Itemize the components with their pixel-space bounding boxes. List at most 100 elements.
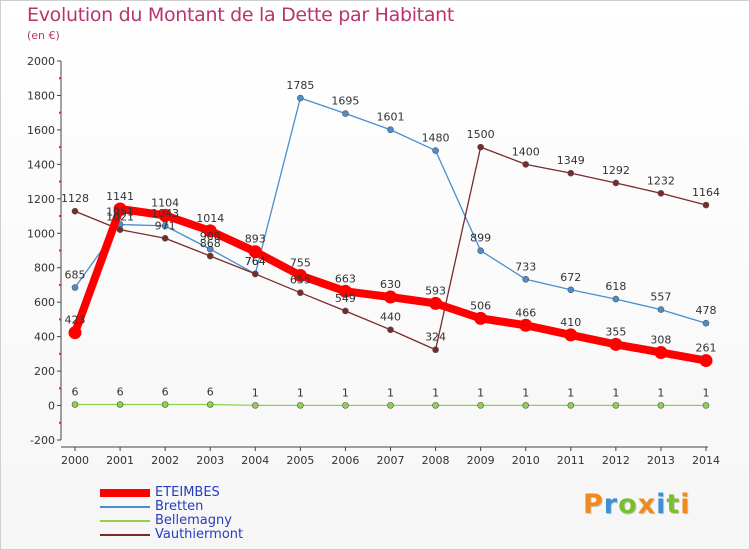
x-tick-label: 2014: [692, 454, 720, 467]
data-point-bretten: [387, 126, 394, 134]
x-tick-label: 2000: [61, 454, 89, 467]
y-tick-label: 1000: [27, 227, 55, 240]
data-label-eteimbes: 663: [335, 272, 356, 285]
logo-letter: r: [603, 489, 619, 520]
data-label-bretten: 478: [696, 304, 717, 317]
data-point-bretten: [71, 284, 79, 291]
data-point-vauthiermont: [297, 289, 304, 297]
data-label-bellemagny: 1: [342, 386, 349, 399]
data-label-vauthiermont: 1400: [512, 145, 540, 158]
data-point-bretten: [702, 319, 710, 327]
legend-label: Bellemagny: [155, 513, 232, 528]
y-minor-tick: [59, 111, 61, 114]
data-label-eteimbes: 1014: [196, 212, 224, 225]
data-label-bellemagny: 1: [297, 386, 304, 399]
data-point-eteimbes: [338, 284, 352, 298]
data-point-bretten: [161, 222, 169, 230]
y-tick-label: 2000: [27, 55, 55, 68]
data-label-bellemagny: 1: [477, 386, 484, 399]
logo-letter: i: [656, 489, 667, 520]
data-point-vauthiermont: [387, 326, 394, 334]
data-point-bretten: [432, 147, 439, 154]
y-minor-tick: [59, 283, 61, 286]
data-label-bellemagny: 1: [522, 386, 529, 399]
data-label-bretten: 1695: [331, 95, 359, 108]
data-label-bellemagny: 6: [72, 386, 79, 399]
data-point-bretten: [297, 94, 304, 102]
data-label-eteimbes: 1104: [151, 196, 179, 209]
data-point-eteimbes: [68, 326, 82, 340]
data-point-bellemagny: [387, 402, 394, 409]
x-tick-label: 2011: [557, 454, 585, 467]
data-point-bellemagny: [251, 402, 259, 409]
logo-letter: P: [583, 489, 604, 520]
data-label-vauthiermont: 1292: [602, 164, 630, 177]
data-label-eteimbes: 893: [245, 233, 266, 246]
data-point-eteimbes: [248, 245, 262, 259]
data-point-bellemagny: [432, 402, 439, 409]
data-point-bretten: [657, 306, 665, 313]
data-label-bretten: 1051: [106, 205, 134, 218]
x-tick-label: 2006: [331, 454, 359, 467]
data-point-vauthiermont: [116, 226, 124, 233]
data-point-bellemagny: [612, 402, 620, 409]
y-tick-label: 1200: [27, 193, 55, 206]
data-point-bretten: [567, 286, 575, 294]
data-point-bellemagny: [206, 401, 214, 408]
data-point-eteimbes: [609, 337, 623, 351]
x-tick-label: 2007: [377, 454, 405, 467]
data-label-vauthiermont: 440: [380, 311, 401, 324]
data-point-bellemagny: [71, 401, 79, 408]
data-label-eteimbes: 410: [560, 316, 581, 329]
data-label-vauthiermont: 1128: [61, 192, 89, 205]
y-tick-label: 1600: [27, 124, 55, 137]
x-tick-label: 2008: [422, 454, 450, 467]
data-label-eteimbes: 308: [650, 333, 671, 346]
chart-unit-label: (en €): [27, 29, 60, 42]
data-point-eteimbes: [384, 290, 397, 304]
data-point-vauthiermont: [432, 346, 439, 354]
data-point-eteimbes: [564, 328, 578, 342]
data-point-vauthiermont: [702, 201, 710, 209]
y-minor-tick: [59, 249, 61, 252]
data-point-bretten: [522, 275, 530, 283]
legend-label: ETEIMBES: [155, 485, 220, 500]
x-tick-label: 2010: [512, 454, 540, 467]
data-label-vauthiermont: 1021: [106, 211, 134, 224]
data-point-eteimbes: [429, 296, 443, 310]
x-tick-label: 2005: [286, 454, 314, 467]
data-point-bellemagny: [342, 402, 349, 409]
legend-swatch: [100, 489, 150, 497]
logo-letter: i: [680, 489, 691, 520]
data-label-bretten: 1785: [286, 79, 314, 92]
data-point-bellemagny: [477, 402, 484, 409]
data-label-bellemagny: 1: [612, 386, 619, 399]
y-minor-tick: [59, 318, 61, 321]
y-minor-tick: [59, 146, 61, 149]
data-label-eteimbes: 755: [290, 256, 311, 269]
y-tick-label: 1400: [27, 158, 55, 171]
data-point-eteimbes: [699, 354, 713, 368]
chart-title: Evolution du Montant de la Dette par Hab…: [27, 4, 455, 26]
data-point-bellemagny: [567, 402, 575, 409]
data-point-bellemagny: [702, 402, 710, 409]
data-label-bretten: 899: [470, 232, 491, 245]
y-minor-tick: [59, 352, 61, 355]
data-point-vauthiermont: [161, 234, 169, 242]
y-minor-tick: [59, 387, 61, 390]
legend-label: Bretten: [155, 499, 204, 514]
legend-item-bellemagny: Bellemagny: [100, 514, 350, 528]
data-point-bretten: [342, 110, 349, 117]
data-label-bellemagny: 6: [117, 386, 124, 399]
y-minor-tick: [59, 180, 61, 183]
data-point-bretten: [206, 245, 214, 253]
data-label-vauthiermont: 1164: [692, 186, 720, 199]
data-point-vauthiermont: [342, 307, 349, 315]
data-point-eteimbes: [158, 208, 172, 222]
x-tick-label: 2003: [196, 454, 224, 467]
y-minor-tick: [59, 421, 61, 424]
data-label-eteimbes: 506: [470, 299, 491, 312]
data-label-vauthiermont: 1349: [557, 154, 585, 167]
data-label-vauthiermont: 971: [155, 219, 176, 232]
data-point-eteimbes: [474, 311, 488, 325]
